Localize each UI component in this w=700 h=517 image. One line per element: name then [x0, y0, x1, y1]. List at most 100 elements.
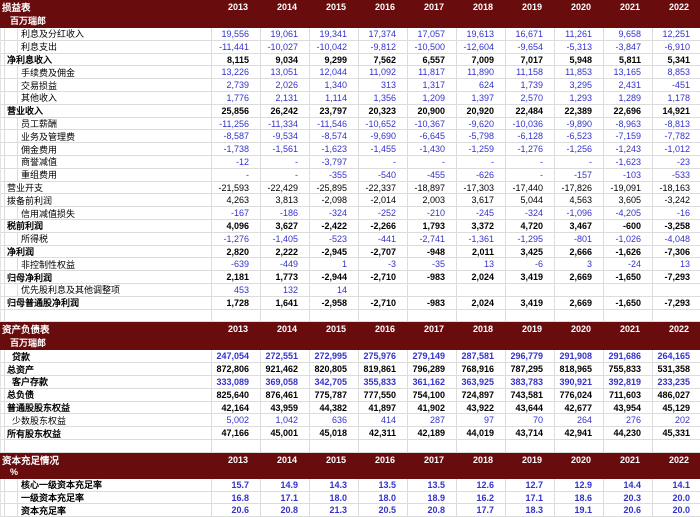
- cell-value: 11,853: [554, 66, 603, 79]
- cell-value: -9,890: [554, 117, 603, 130]
- indent-guide: [1, 491, 5, 504]
- row-label: 净利息收入: [7, 55, 53, 65]
- cell-value: -983: [407, 296, 456, 309]
- cell-value: 1,641: [260, 296, 309, 309]
- cell-value: -3,847: [603, 40, 652, 53]
- cell-value: 14,921: [652, 104, 700, 117]
- cell-value: -3,242: [652, 194, 700, 207]
- cell-value: -3,797: [309, 155, 358, 168]
- cell-value: 15.7: [211, 478, 260, 491]
- cell-value: 2,570: [505, 91, 554, 104]
- cell-value: 4,720: [505, 219, 554, 232]
- cell-value: -8,813: [652, 117, 700, 130]
- row-label-cell: 商誉减值: [1, 155, 211, 168]
- row-label-cell: 资本充足率: [1, 504, 211, 517]
- cell-value: 711,603: [603, 388, 652, 401]
- indent-guide: [1, 245, 5, 258]
- cell-value: -2,014: [358, 194, 407, 207]
- indent-guide: [5, 117, 18, 130]
- row-label-cell: 客户存款: [1, 375, 211, 388]
- cell-value: 233,235: [652, 375, 700, 388]
- table-row: 营业开支 -21,593 -22,429 -25,895 -22,337 -18,897-…: [0, 181, 700, 195]
- cell-value: 17.7: [456, 504, 505, 517]
- cell-value: [407, 283, 456, 296]
- cell-value: -2,710: [358, 271, 407, 283]
- section-header-income-statement: 损益表 2013 2014 2015 2016 2017 2018 2019 2020 2021 2…: [0, 0, 700, 28]
- year-header: 2017: [423, 2, 444, 12]
- cell-value: -801: [554, 232, 603, 245]
- indent-guide: [1, 28, 5, 40]
- indent-guide: [1, 66, 5, 79]
- cell-value: 264,165: [652, 350, 700, 363]
- cell-value: -: [260, 155, 309, 168]
- indent-guide: [1, 258, 5, 271]
- cell-value: 42,677: [554, 401, 603, 414]
- cell-value: [456, 283, 505, 296]
- cell-value: 19.1: [554, 504, 603, 517]
- section-title: 损益表: [2, 3, 31, 14]
- table-row: 资本充足率 20.6 20.8 21.3 20.5 20.8 17.7 18.3 19.1 20.…: [0, 504, 700, 517]
- cell-value: [358, 283, 407, 296]
- year-header: 2021: [619, 2, 640, 12]
- cell-value: [652, 283, 700, 296]
- cell-value: 20.0: [652, 504, 700, 517]
- indent-guide: [1, 53, 5, 66]
- row-label: 其他收入: [21, 93, 58, 104]
- indent-guide: [1, 478, 5, 491]
- cell-value: 2,820: [211, 245, 260, 258]
- cell-value: 12,251: [652, 28, 700, 40]
- cell-value: -25,895: [309, 181, 358, 194]
- cell-value: -10,367: [407, 117, 456, 130]
- cell-value: [407, 439, 456, 452]
- indent-guide: [5, 143, 18, 155]
- cell-value: -19,091: [603, 181, 652, 194]
- indent-guide: [1, 155, 5, 168]
- cell-value: 1,289: [603, 91, 652, 104]
- cell-value: 14.4: [603, 478, 652, 491]
- cell-value: -24: [603, 258, 652, 271]
- cell-value: 287: [407, 414, 456, 427]
- cell-value: 22,389: [554, 104, 603, 117]
- table-row: [0, 309, 700, 323]
- year-header: 2014: [276, 454, 297, 465]
- cell-value: 11,158: [505, 66, 554, 79]
- indent-guide: [1, 207, 5, 219]
- table-row: 营业收入 25,856 26,242 23,797 20,323 20,900 20,920…: [0, 104, 700, 118]
- cell-value: 25,856: [211, 104, 260, 117]
- cell-value: -210: [407, 207, 456, 219]
- cell-value: -186: [260, 207, 309, 219]
- cell-value: [260, 439, 309, 452]
- indent-guide: [1, 219, 5, 232]
- cell-value: [456, 439, 505, 452]
- year-header: 2014: [276, 2, 297, 12]
- section-header-line: 损益表 2013 2014 2015 2016 2017 2018 2019 2020 2021 2…: [0, 0, 700, 14]
- indent-guide: [1, 296, 5, 309]
- section-unit-label: 百万瑞郎: [10, 16, 47, 26]
- row-label: 重组费用: [21, 170, 58, 181]
- cell-value: 4,096: [211, 219, 260, 232]
- cell-value: 453: [211, 283, 260, 296]
- year-header: 2020: [570, 324, 591, 335]
- cell-value: 20,323: [358, 104, 407, 117]
- cell-value: 333,089: [211, 375, 260, 388]
- row-label: 少数股东权益: [12, 415, 67, 426]
- cell-value: 43,954: [603, 401, 652, 414]
- cell-value: 7,562: [358, 53, 407, 66]
- indent-guide: [1, 504, 5, 517]
- cell-value: 2,666: [554, 245, 603, 258]
- cell-value: 825,640: [211, 388, 260, 401]
- cell-value: 743,581: [505, 388, 554, 401]
- indent-guide: [1, 271, 5, 283]
- cell-value: 13.5: [358, 478, 407, 491]
- cell-value: -324: [505, 207, 554, 219]
- cell-value: [309, 309, 358, 322]
- cell-value: 724,897: [456, 388, 505, 401]
- cell-value: 43,922: [456, 401, 505, 414]
- year-header: 2015: [325, 324, 346, 335]
- cell-value: 42,164: [211, 401, 260, 414]
- cell-value: -2,098: [309, 194, 358, 207]
- cell-value: 5,044: [505, 194, 554, 207]
- year-header: 2015: [325, 2, 346, 12]
- cell-value: 876,461: [260, 388, 309, 401]
- cell-value: 361,162: [407, 375, 456, 388]
